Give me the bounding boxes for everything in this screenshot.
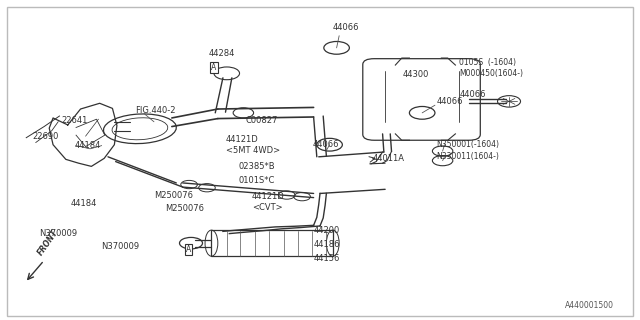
Text: 44200: 44200 (314, 226, 340, 235)
Text: 44066: 44066 (333, 23, 359, 32)
Text: 44121D: 44121D (252, 192, 284, 201)
Text: FRONT: FRONT (36, 228, 60, 257)
Text: 44066: 44066 (460, 90, 486, 99)
Bar (211, 230, 333, 256)
Text: 44066: 44066 (312, 140, 339, 149)
Text: <CVT>: <CVT> (252, 203, 282, 212)
Text: 44011A: 44011A (372, 154, 404, 163)
Text: <5MT 4WD>: <5MT 4WD> (226, 146, 280, 155)
Text: FIG.440-2: FIG.440-2 (135, 106, 175, 115)
Text: N330011(1604-): N330011(1604-) (436, 152, 499, 161)
Text: N350001(-1604): N350001(-1604) (436, 140, 499, 149)
Text: 0105S  (-1604): 0105S (-1604) (460, 58, 516, 67)
Text: N370009: N370009 (102, 242, 140, 251)
Text: 44284: 44284 (208, 49, 235, 58)
Text: A440001500: A440001500 (564, 301, 614, 310)
Text: N370009: N370009 (39, 229, 77, 238)
Text: 44066: 44066 (436, 97, 463, 106)
Text: 22641: 22641 (61, 116, 88, 125)
Text: 44186: 44186 (314, 240, 340, 249)
Text: 02385*B: 02385*B (239, 162, 276, 171)
Text: 22690: 22690 (33, 132, 59, 140)
Text: 0101S*C: 0101S*C (239, 176, 275, 185)
Text: A: A (186, 245, 191, 254)
Text: 44184: 44184 (71, 198, 97, 207)
Text: C00827: C00827 (245, 116, 278, 125)
Text: 44121D: 44121D (226, 135, 259, 144)
Text: 44184: 44184 (74, 141, 100, 150)
Text: A: A (211, 63, 216, 72)
Text: M250076: M250076 (154, 190, 193, 200)
Text: M000450(1604-): M000450(1604-) (460, 69, 524, 78)
Text: 44156: 44156 (314, 254, 340, 263)
Text: M250076: M250076 (166, 204, 204, 213)
Text: 44300: 44300 (403, 70, 429, 79)
